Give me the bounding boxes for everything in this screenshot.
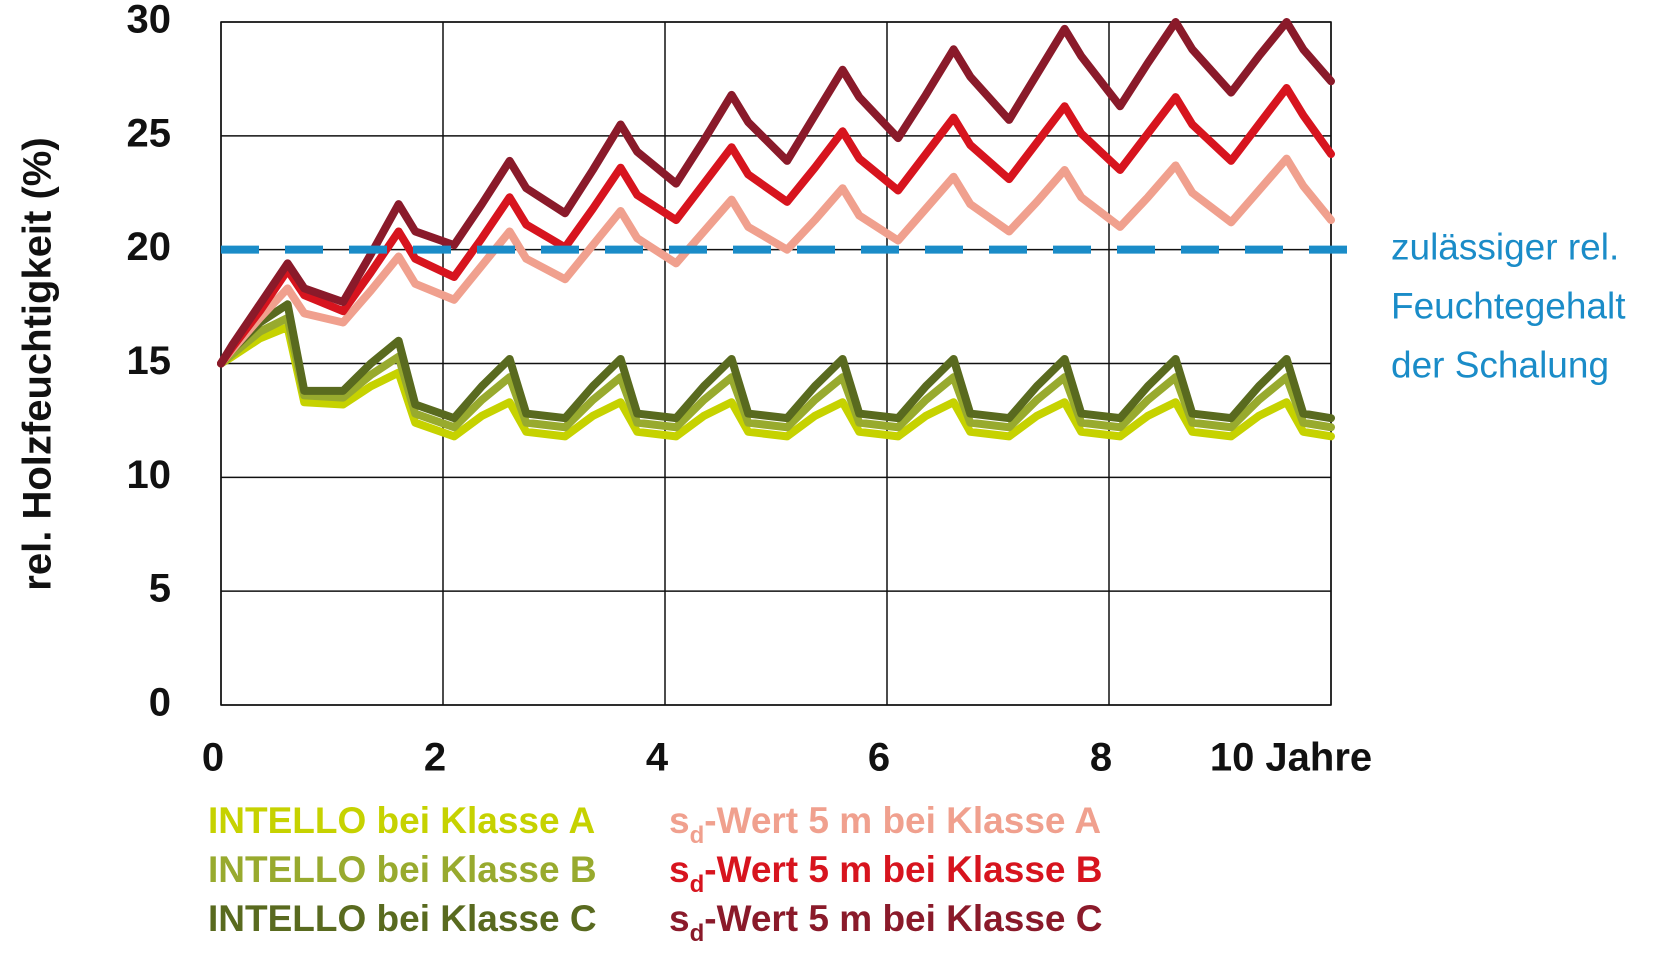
legend-label: sd-Wert 5 m bei Klasse A bbox=[669, 800, 1101, 850]
legend-label: INTELLO bei Klasse C bbox=[208, 898, 597, 939]
y-tick-label: 15 bbox=[127, 339, 172, 383]
annotation: Feuchtegehalt bbox=[1391, 285, 1626, 326]
legend-label: INTELLO bei Klasse A bbox=[208, 800, 595, 841]
series-line bbox=[217, 313, 1335, 432]
series-line bbox=[217, 84, 1335, 368]
y-tick-label: 10 bbox=[127, 453, 172, 497]
y-axis-title: rel. Holzfeuchtigkeit (%) bbox=[16, 137, 60, 590]
series-line bbox=[217, 323, 1335, 441]
x-tick-label: 6 bbox=[868, 736, 890, 780]
legend-label: sd-Wert 5 m bei Klasse C bbox=[669, 898, 1103, 948]
y-tick-label: 25 bbox=[127, 111, 172, 155]
series-line bbox=[217, 300, 1335, 423]
legend-label: INTELLO bei Klasse B bbox=[208, 849, 597, 890]
legend-label: sd-Wert 5 m bei Klasse B bbox=[669, 849, 1103, 899]
series-line bbox=[217, 18, 1335, 368]
y-tick-label: 0 bbox=[149, 681, 171, 725]
y-tick-label: 5 bbox=[149, 567, 171, 611]
y-tick-label: 20 bbox=[127, 225, 172, 269]
x-tick-label: 2 bbox=[424, 736, 446, 780]
x-tick-label: 0 bbox=[202, 736, 224, 780]
x-tick-label: 8 bbox=[1090, 736, 1112, 780]
y-tick-label: 30 bbox=[127, 0, 172, 42]
series-line bbox=[217, 154, 1335, 368]
annotation: zulässiger rel. bbox=[1391, 226, 1619, 267]
x-tick-label: 10 Jahre bbox=[1210, 736, 1372, 780]
x-tick-label: 4 bbox=[646, 736, 669, 780]
annotation: der Schalung bbox=[1391, 344, 1609, 385]
